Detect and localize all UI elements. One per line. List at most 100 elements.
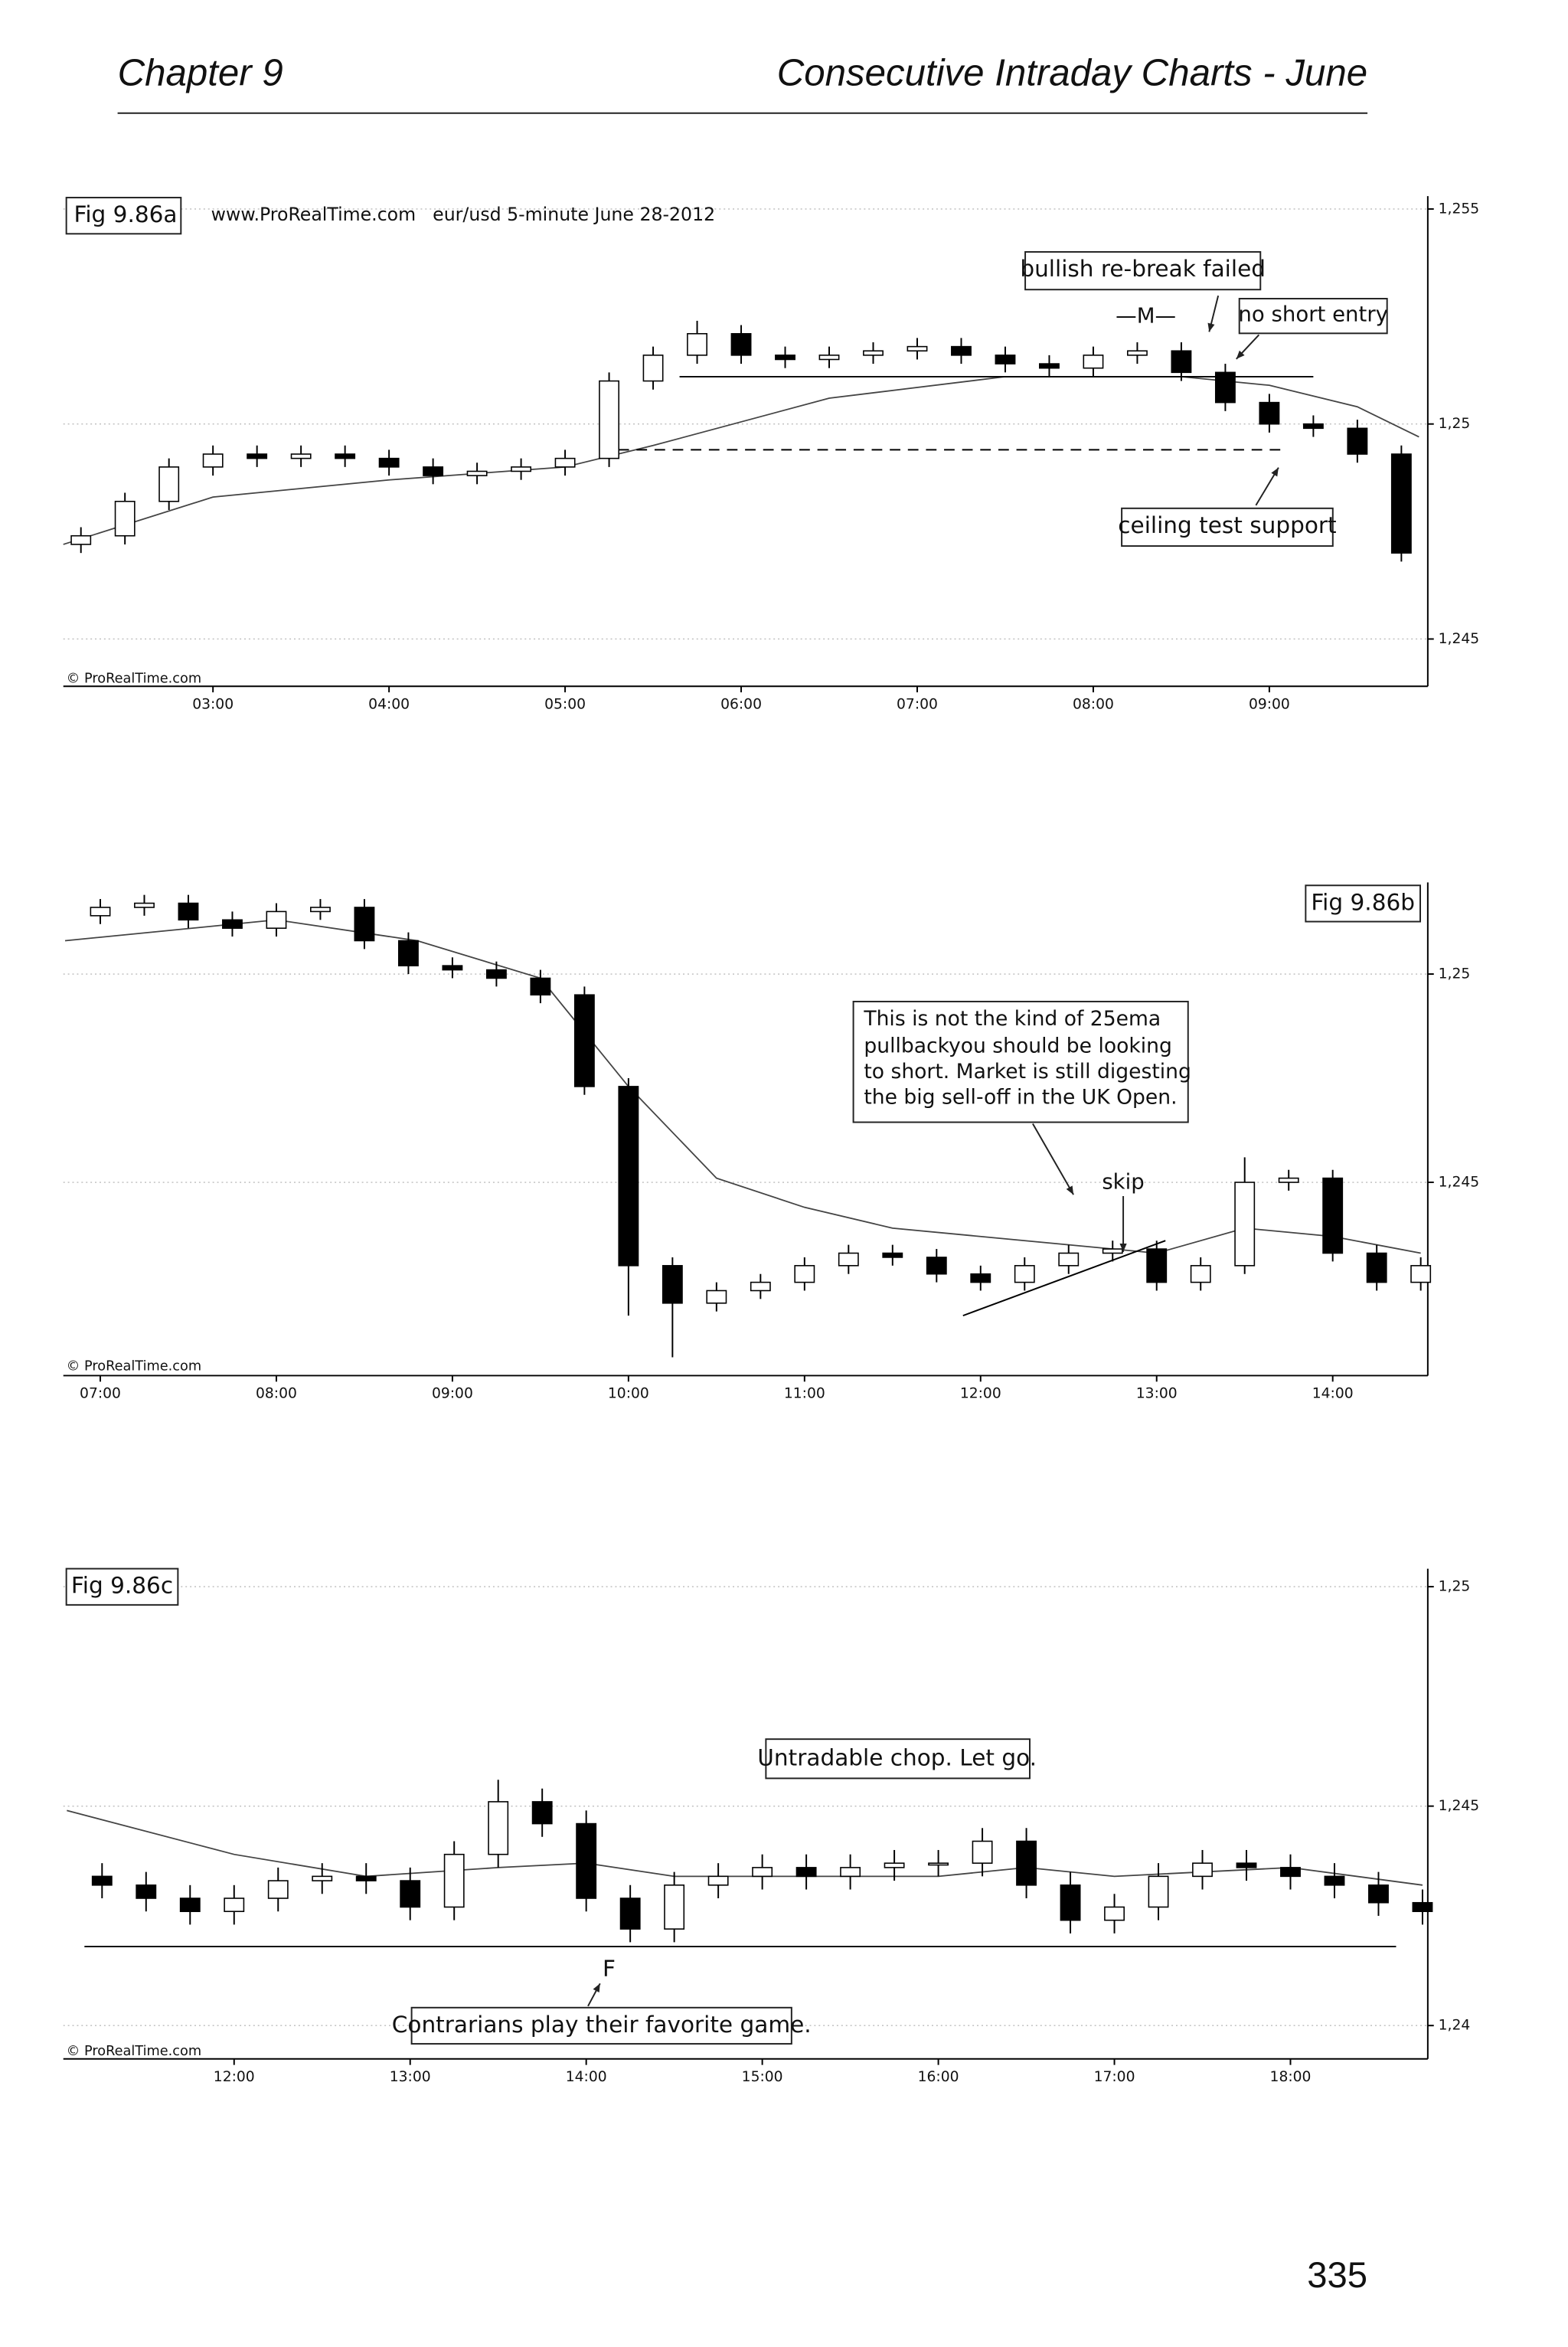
callout-box <box>1238 298 1388 335</box>
candle-body <box>1127 350 1148 356</box>
candle-body <box>466 470 488 476</box>
chapter: Chapter 9 <box>118 51 283 93</box>
candle-body <box>642 355 664 382</box>
candle-body <box>1366 1252 1387 1283</box>
fig-label: Fig 9.86c <box>71 1573 173 1599</box>
y-tick-label: 1,25 <box>1439 966 1471 982</box>
annotation: Contrarians play their favorite game. <box>392 2012 812 2038</box>
candle-body <box>222 919 243 929</box>
x-tick-label: 14:00 <box>566 2069 607 2085</box>
candle-body <box>1259 401 1280 425</box>
candle-body <box>1324 1875 1345 1886</box>
candle-body <box>882 1252 903 1258</box>
candle-body <box>1171 350 1192 374</box>
x-tick-label: 16:00 <box>918 2069 959 2085</box>
y-tick-label: 1,24 <box>1439 2018 1471 2034</box>
candle-body <box>247 453 268 459</box>
candle-body <box>485 969 507 979</box>
candle-body <box>618 1086 639 1267</box>
annotation: pullbackyou should be looking <box>864 1035 1172 1058</box>
candle-body <box>926 1257 947 1275</box>
candle-body <box>354 907 375 942</box>
candle-body <box>312 1875 333 1881</box>
copyright: © ProRealTime.com <box>67 671 201 686</box>
candle-body <box>134 902 155 908</box>
candle-body <box>1083 355 1104 369</box>
candle-body <box>378 457 400 468</box>
candle-body <box>266 910 287 929</box>
x-tick-label: 12:00 <box>214 2069 255 2085</box>
arrow <box>1032 1123 1074 1195</box>
candle-body <box>599 380 620 459</box>
candle-body <box>224 1898 245 1912</box>
candle-body <box>972 1840 993 1864</box>
candle-body <box>355 1875 377 1881</box>
candle-body <box>1102 1248 1123 1254</box>
candle-body <box>1190 1265 1211 1283</box>
x-tick-label: 03:00 <box>192 696 234 712</box>
candle-body <box>1146 1248 1168 1283</box>
candle-body <box>795 1867 817 1878</box>
annotation: to short. Market is still digesting <box>864 1060 1191 1084</box>
arrow-head <box>1236 350 1245 359</box>
candle-body <box>664 1884 685 1930</box>
candle-body <box>1236 1862 1257 1868</box>
candle-body <box>1347 427 1368 455</box>
arrow-head <box>1119 1244 1127 1252</box>
annotation: ceiling test support <box>1118 512 1336 538</box>
candle-body <box>970 1273 991 1283</box>
x-tick-label: 13:00 <box>1136 1386 1178 1402</box>
annotation: —M— <box>1116 303 1176 329</box>
candle-body <box>951 345 972 356</box>
x-tick-label: 04:00 <box>368 696 410 712</box>
level-line <box>962 1240 1166 1317</box>
candle-body <box>995 355 1016 364</box>
candle-body <box>619 1898 641 1930</box>
x-tick-label: 17:00 <box>1094 2069 1135 2085</box>
candle-body <box>1014 1265 1035 1283</box>
candle-body <box>1016 1840 1037 1886</box>
callout-box <box>852 1000 1189 1123</box>
fig-label: Fig 9.86a <box>74 201 177 227</box>
candle-body <box>530 977 551 996</box>
candle-body <box>1104 1906 1125 1921</box>
ema-line <box>63 376 1419 545</box>
x-tick-label: 06:00 <box>720 696 762 712</box>
copyright: © ProRealTime.com <box>67 1359 201 1375</box>
candle-body <box>750 1281 771 1292</box>
candle-body <box>662 1265 683 1304</box>
candle-body <box>1060 1884 1081 1921</box>
candle-body <box>335 453 356 459</box>
candle-body <box>687 332 707 356</box>
candle-body <box>1234 1182 1256 1267</box>
candle-body <box>397 940 419 966</box>
candle-body <box>794 1265 815 1283</box>
annotation: This is not the kind of 25ema <box>863 1007 1161 1031</box>
x-tick-label: 18:00 <box>1270 2069 1312 2085</box>
arrow-head <box>1207 322 1215 332</box>
y-tick-label: 1,245 <box>1439 631 1480 647</box>
callout-box <box>410 2006 792 2045</box>
candle-body <box>840 1867 861 1878</box>
x-tick-label: 08:00 <box>1073 696 1114 712</box>
candle-body <box>1278 1177 1299 1183</box>
candle-body <box>573 994 595 1087</box>
candle-body <box>1322 1177 1344 1254</box>
candle-body <box>158 466 180 502</box>
candle-body <box>310 907 331 913</box>
candle-body <box>70 534 92 545</box>
candle-body <box>1058 1252 1080 1267</box>
callout-box <box>1121 507 1334 548</box>
annotation: skip <box>1102 1169 1144 1194</box>
x-tick-label: 09:00 <box>432 1386 473 1402</box>
y-tick-label: 1,255 <box>1439 201 1480 217</box>
x-tick-label: 10:00 <box>608 1386 649 1402</box>
arrow-head <box>593 1983 600 1993</box>
arrow-head <box>1271 467 1279 477</box>
candle-body <box>531 1801 553 1825</box>
annotation: the big sell-off in the UK Open. <box>864 1086 1177 1110</box>
callout-box <box>65 197 182 235</box>
callout-box <box>765 1738 1031 1780</box>
candle-body <box>423 466 444 476</box>
